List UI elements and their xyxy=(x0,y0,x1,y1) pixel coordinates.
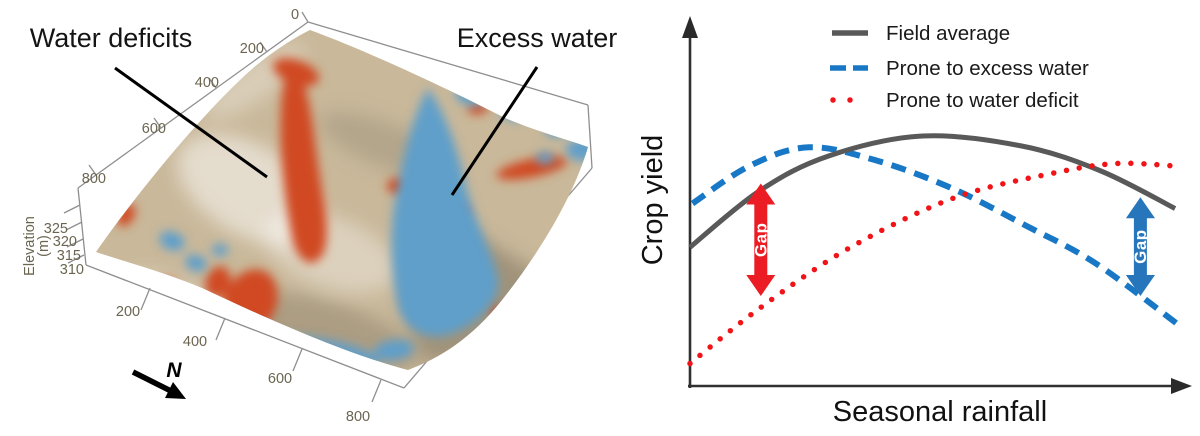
tick-0: 0 xyxy=(291,7,299,23)
leader-line-water-deficits xyxy=(114,66,268,179)
y-axis-title: Crop yield xyxy=(640,135,669,266)
north-arrow-head xyxy=(165,382,186,399)
water-deficits-label: Water deficits xyxy=(30,23,193,53)
tick-800: 800 xyxy=(82,171,106,187)
chart-axes xyxy=(682,16,1192,394)
leader-line-excess-water xyxy=(450,66,539,196)
gap-label-deficit: Gap xyxy=(751,223,770,258)
curve-prone-excess-water xyxy=(690,144,1182,329)
bottom-axis-ticks: 200 400 600 800 xyxy=(116,304,370,425)
tick-b400: 400 xyxy=(183,334,207,350)
top-axis-ticks: 0 200 400 600 800 xyxy=(82,7,299,187)
tick-315: 315 xyxy=(57,248,81,264)
chart-legend: Field average Prone to excess water Pron… xyxy=(830,22,1089,112)
gap-arrow-excess xyxy=(1125,197,1155,296)
north-label: N xyxy=(166,359,182,382)
legend-label-field-average: Field average xyxy=(886,22,1010,45)
elevation-axis-title: Elevation(m) xyxy=(22,216,52,276)
yield-chart-panel: Gap Gap Field average Prone to excess wa… xyxy=(640,16,1192,428)
tick-200: 200 xyxy=(240,41,264,57)
terrain-panel: 0 200 400 600 800 325 320 315 310 Elevat… xyxy=(22,7,618,425)
gap-arrow-deficit xyxy=(746,183,776,296)
x-axis-title: Seasonal rainfall xyxy=(833,396,1047,428)
gap-label-excess: Gap xyxy=(1131,229,1150,264)
tick-310: 310 xyxy=(60,262,84,278)
y-axis-arrow-icon xyxy=(682,16,698,38)
tick-400: 400 xyxy=(195,75,219,91)
tick-325: 325 xyxy=(44,221,68,237)
elevation-axis: 325 320 315 310 Elevation(m) xyxy=(22,216,84,278)
tick-b800: 800 xyxy=(346,409,370,425)
curve-prone-water-deficit xyxy=(687,160,1178,367)
north-arrow: N xyxy=(131,359,186,399)
terrain-surface xyxy=(96,30,588,370)
x-axis-arrow-icon xyxy=(1171,378,1192,394)
legend-label-water-deficit: Prone to water deficit xyxy=(886,89,1079,112)
tick-b600: 600 xyxy=(268,371,292,387)
tick-320: 320 xyxy=(53,234,77,250)
legend-label-excess-water: Prone to excess water xyxy=(886,57,1089,80)
tick-600: 600 xyxy=(142,121,166,137)
excess-water-label: Excess water xyxy=(457,23,618,53)
tick-b200: 200 xyxy=(116,304,140,320)
